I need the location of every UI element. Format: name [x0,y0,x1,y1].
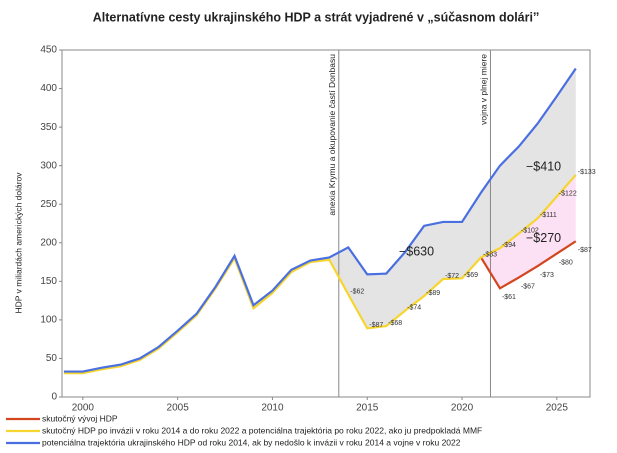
area-label: −$270 [526,231,561,245]
y-tick-label: 0 [51,392,57,403]
y-axis-label: HDP v miliardách amerických dolárov [13,172,23,314]
plot-frame [61,49,591,398]
series-line [63,67,577,373]
y-tick-label: 400 [40,83,57,94]
chart-title: Alternatívne cesty ukrajinského HDP a st… [93,10,539,24]
gap-label: -$73 [540,272,554,279]
gap-label: -$74 [407,304,421,311]
gap-label: -$62 [350,288,364,295]
y-tick-label: 150 [40,276,57,287]
y-tick-label: 200 [40,237,57,248]
gap-label: -$80 [559,259,573,266]
y-tick-label: 250 [40,199,57,210]
legend-label: skutočný vývoj HDP [42,413,118,423]
gap-label: -$68 [388,320,402,327]
gap-label: -$133 [578,169,596,176]
area-label: −$410 [526,160,561,174]
series-line [63,174,577,375]
area-label: −$630 [399,244,434,258]
gap-label: -$87 [578,247,592,254]
gap-label: -$111 [540,212,557,219]
y-tick-label: 100 [40,315,57,326]
x-tick-label: 2000 [72,403,95,414]
legend-label: skutočný HDP po invázii v roku 2014 a do… [42,425,482,435]
y-tick-label: 50 [46,353,58,364]
y-tick-label: 300 [40,160,57,171]
x-tick-label: 2020 [451,403,474,414]
gap-label: -$67 [521,283,535,290]
gap-area [329,68,576,329]
x-tick-label: 2010 [261,403,284,414]
y-tick-label: 450 [40,45,57,56]
gap-label: -$69 [464,272,478,279]
gap-label: -$87 [369,322,383,329]
gap-label: -$102 [521,227,539,234]
gap-label: -$83 [483,251,497,258]
gap-label: -$72 [445,273,459,280]
gap-label: -$94 [502,242,516,249]
gap-label: -$122 [559,190,577,197]
event-label: vojna v plnej miere [479,54,489,125]
series-line [480,240,577,290]
x-tick-label: 2005 [167,403,190,414]
gap-label: -$89 [426,290,440,297]
gap-label: -$61 [502,294,516,301]
x-tick-label: 2025 [546,403,569,414]
y-tick-label: 350 [40,122,57,133]
event-label: anexia Krymu a okupovanie častí Donbasu [327,54,337,216]
x-tick-label: 2015 [356,403,379,414]
legend-label: potenciálna trajektória ukrajinského HDP… [42,437,461,447]
